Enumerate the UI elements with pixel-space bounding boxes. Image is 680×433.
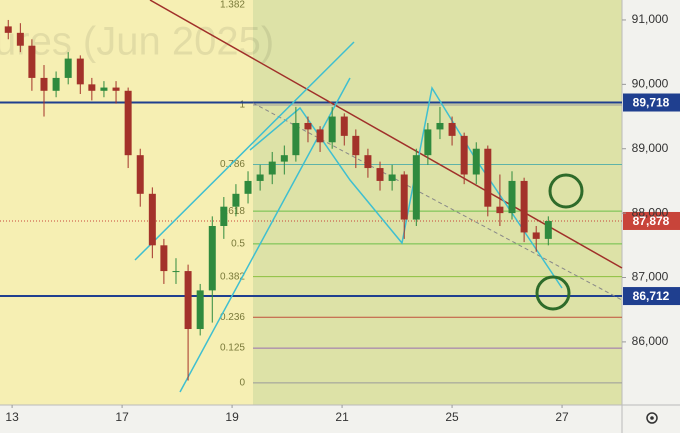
candle-body bbox=[208, 226, 216, 291]
channel-line bbox=[134, 41, 355, 261]
y-tick-label: 86,000 bbox=[632, 334, 669, 348]
candle-body bbox=[544, 220, 552, 239]
candle-body bbox=[52, 77, 60, 91]
x-tick-label: 13 bbox=[5, 410, 19, 424]
candle-body bbox=[400, 174, 408, 220]
candle-body bbox=[100, 87, 108, 91]
candle-body bbox=[136, 155, 144, 194]
fib-label: 0 bbox=[239, 377, 245, 388]
axes: 89,718 87,878 86,712 86,000 87,000 88,000 89,0… bbox=[5, 12, 680, 424]
x-tick-label: 21 bbox=[335, 410, 349, 424]
price-label: 87,878 bbox=[633, 214, 670, 228]
fib-label: 0.382 bbox=[220, 271, 245, 282]
x-tick-label: 27 bbox=[555, 410, 569, 424]
target-circle bbox=[548, 173, 584, 209]
candle-body bbox=[196, 290, 204, 330]
y-tick-label: 87,000 bbox=[632, 270, 669, 284]
candle-body bbox=[496, 206, 504, 214]
fib-label: 0.786 bbox=[220, 159, 245, 170]
candle-body bbox=[292, 122, 300, 156]
settings-gear-center bbox=[650, 416, 654, 420]
y-tick-label: 88,000 bbox=[632, 205, 669, 219]
settings-gear[interactable] bbox=[646, 412, 658, 424]
candle-body bbox=[88, 84, 96, 91]
fib-label: 0.5 bbox=[231, 239, 245, 250]
x-tick-label: 19 bbox=[225, 410, 239, 424]
candle-body bbox=[172, 271, 180, 273]
candle-body bbox=[460, 135, 468, 175]
trend-line bbox=[149, 0, 623, 269]
fib-label: 0.618 bbox=[220, 206, 245, 217]
candle-body bbox=[256, 174, 264, 181]
y-tick-label: 90,000 bbox=[632, 77, 669, 91]
candle-body bbox=[4, 26, 12, 33]
candle-body bbox=[268, 161, 276, 175]
candle-body bbox=[424, 129, 432, 156]
candles bbox=[4, 19, 552, 381]
price-label: 89,718 bbox=[633, 96, 670, 110]
candle-body bbox=[64, 58, 72, 78]
candle-body bbox=[124, 90, 132, 156]
candle-body bbox=[160, 245, 168, 272]
candle-body bbox=[352, 135, 360, 156]
price-label-box bbox=[623, 93, 680, 112]
candle-body bbox=[508, 180, 516, 214]
candle-body bbox=[532, 232, 540, 239]
x-tick-label: 25 bbox=[445, 410, 459, 424]
candle-body bbox=[184, 271, 192, 330]
y-tick-label: 91,000 bbox=[632, 12, 669, 26]
price-label-box bbox=[623, 211, 680, 230]
candle-body bbox=[388, 174, 396, 181]
candle-body bbox=[484, 148, 492, 207]
fib-layer: 1.382 1 0.786 0.618 0.5 0.382 0.236 0.125 0 bbox=[0, 0, 622, 388]
candle-body bbox=[280, 155, 288, 162]
candle-body bbox=[412, 155, 420, 220]
x-tick-label: 17 bbox=[115, 410, 129, 424]
price-label-box bbox=[623, 287, 680, 306]
candle-body bbox=[244, 180, 252, 194]
candle-body bbox=[340, 116, 348, 136]
price-label: 86,712 bbox=[633, 289, 670, 303]
candle-body bbox=[436, 122, 444, 130]
y-tick-label: 89,000 bbox=[632, 141, 669, 155]
candle-body bbox=[328, 116, 336, 143]
candle-body bbox=[28, 45, 36, 78]
candle-body bbox=[376, 168, 384, 181]
candle-body bbox=[304, 122, 312, 130]
x-axis-background bbox=[0, 405, 622, 433]
candle-body bbox=[472, 148, 480, 175]
fib-label: 1.382 bbox=[220, 0, 245, 11]
candle-body bbox=[76, 58, 84, 85]
target-circle bbox=[535, 275, 571, 311]
candle-body bbox=[232, 193, 240, 207]
candle-body bbox=[220, 206, 228, 227]
fib-label: 0.236 bbox=[220, 312, 245, 323]
candle-body bbox=[316, 129, 324, 143]
watermark: ures (Jun 2025) bbox=[0, 20, 274, 64]
candle-body bbox=[40, 77, 48, 91]
candle-body bbox=[16, 32, 24, 46]
fib-label: 1 bbox=[239, 100, 245, 111]
candle-body bbox=[520, 180, 528, 233]
candle-body bbox=[364, 155, 372, 169]
candle-body bbox=[448, 122, 456, 136]
candle-body bbox=[148, 193, 156, 246]
fib-label: 0.125 bbox=[220, 343, 245, 354]
candle-body bbox=[112, 87, 120, 91]
settings-icon[interactable] bbox=[646, 412, 658, 424]
fib-zone bbox=[253, 0, 622, 405]
